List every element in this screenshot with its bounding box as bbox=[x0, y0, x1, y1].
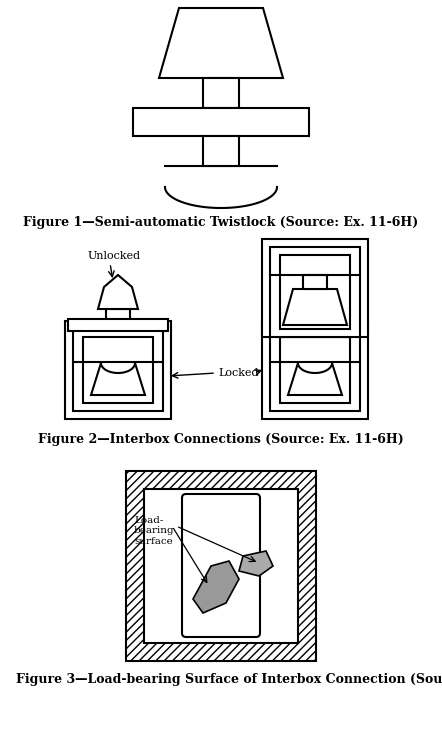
Text: Load-
bearing
surface: Load- bearing surface bbox=[134, 516, 175, 546]
Bar bbox=[303, 275, 327, 289]
Polygon shape bbox=[298, 363, 332, 373]
Bar bbox=[262, 321, 368, 419]
Bar bbox=[270, 247, 360, 337]
Bar bbox=[280, 255, 350, 329]
Bar bbox=[280, 337, 350, 403]
Polygon shape bbox=[288, 363, 342, 395]
Polygon shape bbox=[165, 187, 277, 208]
Polygon shape bbox=[193, 561, 239, 613]
Bar bbox=[65, 321, 171, 419]
Polygon shape bbox=[159, 8, 283, 78]
Bar bbox=[262, 239, 368, 337]
Polygon shape bbox=[283, 289, 347, 325]
Bar bbox=[203, 136, 239, 166]
Text: Unlocked: Unlocked bbox=[88, 251, 141, 261]
Polygon shape bbox=[239, 551, 273, 576]
Bar bbox=[106, 309, 130, 329]
Bar bbox=[203, 78, 239, 108]
Bar bbox=[68, 319, 168, 331]
Polygon shape bbox=[98, 275, 138, 309]
Bar bbox=[133, 108, 309, 136]
Bar bbox=[144, 489, 298, 643]
FancyBboxPatch shape bbox=[182, 494, 260, 637]
Polygon shape bbox=[101, 363, 135, 373]
Text: Figure 2—Interbox Connections (Source: Ex. 11-6H): Figure 2—Interbox Connections (Source: E… bbox=[38, 433, 404, 446]
Polygon shape bbox=[91, 363, 145, 395]
Bar bbox=[126, 471, 316, 661]
Text: Locked: Locked bbox=[218, 368, 259, 378]
Text: Figure 1—Semi-automatic Twistlock (Source: Ex. 11-6H): Figure 1—Semi-automatic Twistlock (Sourc… bbox=[23, 216, 419, 229]
Bar bbox=[83, 337, 153, 403]
Bar bbox=[73, 329, 163, 411]
Bar bbox=[270, 329, 360, 411]
Text: Figure 3—Load-bearing Surface of Interbox Connection (Source: Ex. 41): Figure 3—Load-bearing Surface of Interbo… bbox=[16, 673, 442, 686]
